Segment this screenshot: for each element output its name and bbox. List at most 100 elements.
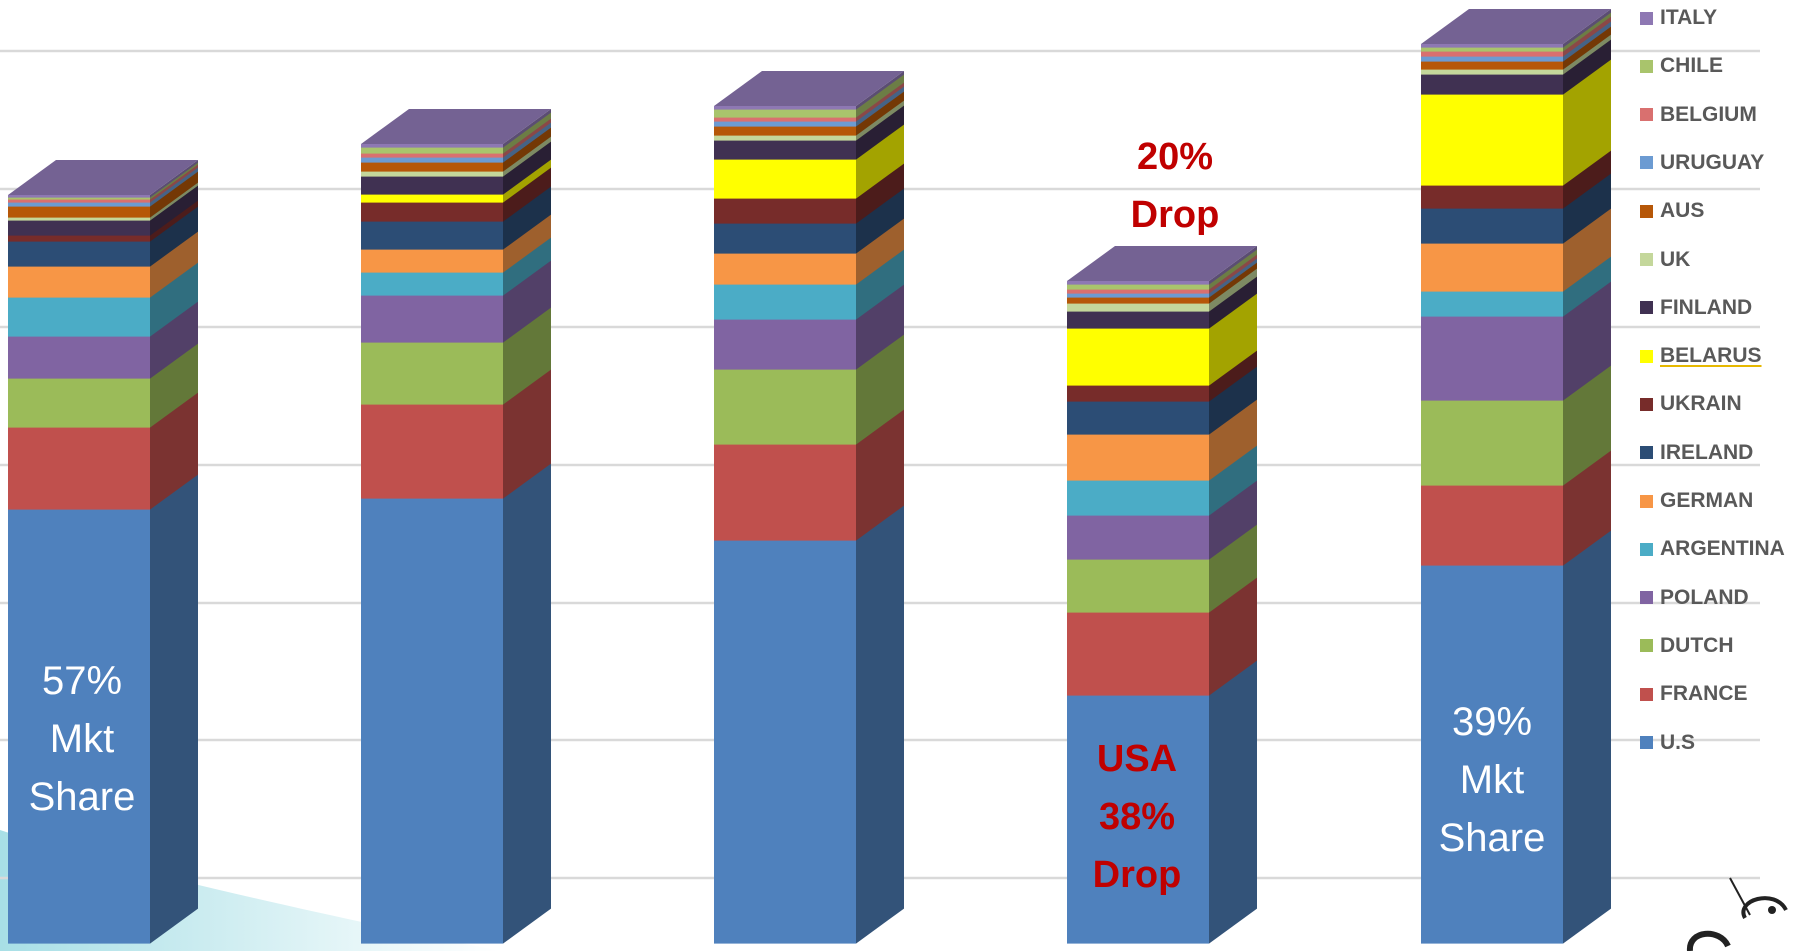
bar-segment-front bbox=[714, 198, 856, 224]
bar-segment-front bbox=[1067, 401, 1209, 435]
bar-segment bbox=[361, 127, 551, 172]
legend-label: U.S bbox=[1660, 730, 1696, 754]
bar-segment-side bbox=[1209, 246, 1257, 285]
bar-segment-side bbox=[1563, 365, 1611, 486]
bar-segment bbox=[8, 262, 198, 337]
bar-segment-side bbox=[1563, 150, 1611, 209]
bar-segment-front bbox=[1067, 480, 1209, 516]
bar-segment-front bbox=[1067, 289, 1209, 294]
bar-segment-side bbox=[503, 141, 551, 195]
bar-segment bbox=[361, 214, 551, 273]
bar-segment-front bbox=[361, 171, 503, 177]
bar-segment-front bbox=[1421, 94, 1563, 186]
bar-segment bbox=[361, 112, 551, 154]
bar-segment-side bbox=[856, 188, 904, 254]
bar-segment bbox=[714, 86, 904, 127]
legend-item: AUS bbox=[1640, 199, 1704, 223]
legend-label: FINLAND bbox=[1660, 295, 1753, 319]
legend-item: FINLAND bbox=[1640, 296, 1752, 320]
annotation-line: USA bbox=[1096, 738, 1178, 780]
legend-swatch bbox=[1640, 397, 1653, 411]
bar-segment bbox=[714, 188, 904, 254]
bar-segment-front bbox=[361, 176, 503, 195]
bar-segment bbox=[361, 463, 551, 944]
bar-segment-side bbox=[503, 214, 551, 273]
bar-segment-side bbox=[503, 136, 551, 177]
bar-segment-side bbox=[503, 237, 551, 296]
legend-item: BELGIUM bbox=[1640, 103, 1757, 127]
bar-segment-front bbox=[361, 147, 503, 154]
bar-segment bbox=[1421, 9, 1611, 48]
bar-segment-side bbox=[856, 218, 904, 285]
bar-segment bbox=[714, 71, 904, 110]
annotation-line: Share bbox=[28, 775, 136, 819]
legend-swatch bbox=[1640, 108, 1653, 122]
bar-segment-front bbox=[1067, 434, 1209, 481]
bar-segment-front bbox=[1067, 281, 1209, 285]
bar-segment bbox=[361, 136, 551, 177]
legend-item: ARGENTINA bbox=[1640, 537, 1785, 561]
bar-segment-front bbox=[714, 284, 856, 320]
legend-item: POLAND bbox=[1640, 586, 1749, 610]
legend-swatch bbox=[1640, 591, 1653, 605]
bar-segment-front bbox=[714, 159, 856, 199]
bar-segment-side bbox=[150, 200, 198, 242]
legend-swatch bbox=[1640, 11, 1653, 25]
bar-segment bbox=[714, 334, 904, 445]
legend-label: BELGIUM bbox=[1660, 102, 1757, 126]
bar-segment bbox=[714, 100, 904, 141]
bar-segment-front bbox=[1421, 69, 1563, 75]
bar-segment bbox=[361, 118, 551, 158]
bar-segment-front bbox=[1421, 400, 1563, 486]
bar-segment bbox=[714, 505, 904, 944]
bar-segment-front bbox=[1067, 293, 1209, 298]
bar-stack bbox=[1421, 9, 1611, 944]
bar-segment-front bbox=[714, 106, 856, 110]
bar-top-face bbox=[1067, 246, 1257, 281]
legend-label: BELARUS bbox=[1660, 344, 1762, 368]
bar-segment-front bbox=[714, 121, 856, 127]
bar-segment-side bbox=[150, 182, 198, 221]
bar-segment bbox=[1067, 350, 1257, 402]
annotation-line: 57% bbox=[41, 659, 123, 703]
bar-segment-side bbox=[856, 284, 904, 370]
bar-segment-side bbox=[1563, 34, 1611, 75]
bar-segment bbox=[361, 369, 551, 499]
bar-segment-side bbox=[1563, 9, 1611, 48]
bar-segment-side bbox=[1209, 262, 1257, 304]
bar-segment-front bbox=[1421, 44, 1563, 48]
bar-segment-side bbox=[1563, 21, 1611, 62]
bar-segment-front bbox=[8, 220, 150, 236]
bar-segment bbox=[1421, 530, 1611, 944]
bar-segment-front bbox=[8, 199, 150, 203]
bar-segment-side bbox=[150, 301, 198, 379]
bar-segment-side bbox=[1209, 350, 1257, 402]
legend-swatch bbox=[1640, 494, 1653, 508]
legend-item: UKRAIN bbox=[1640, 392, 1742, 416]
annotation-bar5-share: 39% Mkt Share bbox=[1421, 693, 1563, 867]
annotation-line: Share bbox=[1438, 816, 1546, 860]
bar-segment bbox=[1421, 59, 1611, 186]
legend-item: URUGUAY bbox=[1640, 151, 1764, 175]
bar-segment bbox=[714, 105, 904, 160]
bar-segment-side bbox=[856, 82, 904, 122]
bar-segment bbox=[1067, 660, 1257, 944]
annotation-bar4-usa: USA 38% Drop bbox=[1066, 730, 1208, 904]
bar-segment-side bbox=[1563, 281, 1611, 401]
bar-segment-side bbox=[150, 164, 198, 203]
bar-segment-side bbox=[503, 463, 551, 944]
bar-segment-front bbox=[1421, 185, 1563, 209]
bar-segment-front bbox=[714, 117, 856, 122]
bar-segment-front bbox=[8, 378, 150, 428]
bar-segment-front bbox=[1421, 316, 1563, 401]
bar-segment-side bbox=[1563, 173, 1611, 244]
bar-segment bbox=[1421, 12, 1611, 52]
legend-swatch bbox=[1640, 446, 1653, 460]
bar-segment bbox=[1421, 150, 1611, 209]
bar-segment-front bbox=[1067, 297, 1209, 304]
bar-segment bbox=[1421, 450, 1611, 566]
bar-segment-front bbox=[1067, 559, 1209, 613]
bar-segment-front bbox=[714, 319, 856, 370]
annotation-line: Drop bbox=[1130, 194, 1220, 236]
